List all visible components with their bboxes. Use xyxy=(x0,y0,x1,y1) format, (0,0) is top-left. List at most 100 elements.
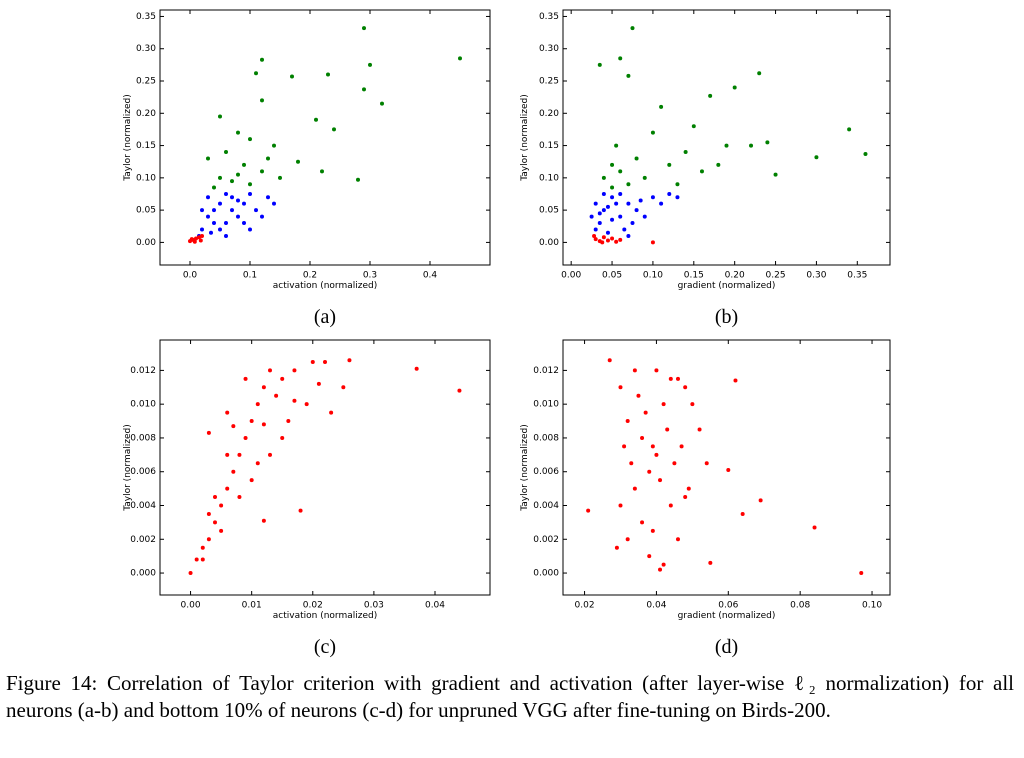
point xyxy=(200,227,204,232)
point xyxy=(206,156,210,161)
point xyxy=(732,85,737,90)
point xyxy=(614,143,619,148)
point xyxy=(647,554,652,559)
point xyxy=(231,424,236,429)
panel-label: (b) xyxy=(715,306,738,328)
point xyxy=(740,511,745,516)
point xyxy=(650,444,655,449)
point xyxy=(638,198,643,203)
point xyxy=(218,201,222,206)
point xyxy=(243,376,248,381)
point xyxy=(249,478,254,483)
point xyxy=(665,427,670,432)
point xyxy=(675,376,680,381)
point xyxy=(589,214,594,219)
plot-frame xyxy=(159,339,491,596)
x-tick-label: 0.10 xyxy=(643,271,663,281)
point xyxy=(326,72,330,77)
point xyxy=(255,461,260,466)
point xyxy=(625,419,630,424)
y-tick-label: 0.30 xyxy=(136,44,156,54)
point xyxy=(630,26,635,31)
y-tick-label: 0.006 xyxy=(130,467,156,477)
x-tick-label: 0.25 xyxy=(766,271,786,281)
point xyxy=(200,233,204,238)
point xyxy=(368,62,372,67)
x-tick-label: 0.1 xyxy=(243,271,257,281)
point xyxy=(610,185,615,190)
point xyxy=(716,162,721,167)
point xyxy=(260,98,264,103)
point xyxy=(650,195,655,200)
point xyxy=(225,452,230,457)
point xyxy=(618,191,623,196)
point xyxy=(667,162,672,167)
point xyxy=(261,518,266,523)
point xyxy=(280,435,285,440)
point xyxy=(316,381,321,386)
point xyxy=(260,214,264,219)
y-tick-label: 0.004 xyxy=(130,501,156,511)
point xyxy=(362,26,366,31)
point xyxy=(614,201,619,206)
point xyxy=(618,214,623,219)
point xyxy=(236,172,240,177)
point xyxy=(765,140,770,145)
point xyxy=(225,486,230,491)
point xyxy=(593,201,598,206)
point xyxy=(647,469,652,474)
point xyxy=(642,175,647,180)
point xyxy=(260,169,264,174)
point xyxy=(218,175,222,180)
x-tick-label: 0.03 xyxy=(364,601,384,611)
y-tick-label: 0.000 xyxy=(533,569,559,579)
point xyxy=(650,528,655,533)
point xyxy=(630,221,635,226)
point xyxy=(219,528,224,533)
x-tick-label: 0.20 xyxy=(725,271,745,281)
point xyxy=(356,177,360,182)
point xyxy=(636,393,641,398)
point xyxy=(622,227,627,232)
y-tick-label: 0.008 xyxy=(130,433,156,443)
point xyxy=(607,358,612,363)
point xyxy=(224,150,228,155)
point xyxy=(248,191,252,196)
point xyxy=(605,230,610,235)
point xyxy=(812,525,817,530)
point xyxy=(332,127,336,132)
x-tick-label: 0.2 xyxy=(303,271,317,281)
point xyxy=(194,236,198,241)
plot-frame xyxy=(562,339,891,596)
point xyxy=(675,195,680,200)
y-tick-label: 0.25 xyxy=(539,77,559,87)
point xyxy=(249,419,254,424)
point xyxy=(206,195,210,200)
point xyxy=(659,201,664,206)
y-tick-label: 0.004 xyxy=(533,501,559,511)
point xyxy=(224,233,228,238)
y-tick-label: 0.05 xyxy=(539,206,559,216)
point xyxy=(272,201,276,206)
x-tick-label: 0.35 xyxy=(847,271,867,281)
point xyxy=(708,93,713,98)
y-tick-label: 0.012 xyxy=(130,366,156,376)
x-tick-label: 0.04 xyxy=(646,601,666,611)
point xyxy=(601,235,606,240)
point xyxy=(194,557,199,562)
point xyxy=(189,237,194,242)
point xyxy=(605,204,610,209)
point xyxy=(690,402,695,407)
point xyxy=(683,495,688,500)
point xyxy=(643,410,648,415)
panel-label: (a) xyxy=(314,306,336,328)
point xyxy=(242,201,246,206)
point xyxy=(650,240,655,245)
point xyxy=(243,435,248,440)
point xyxy=(224,191,228,196)
point xyxy=(200,545,205,550)
point xyxy=(672,461,677,466)
point xyxy=(296,159,300,164)
point xyxy=(704,461,709,466)
